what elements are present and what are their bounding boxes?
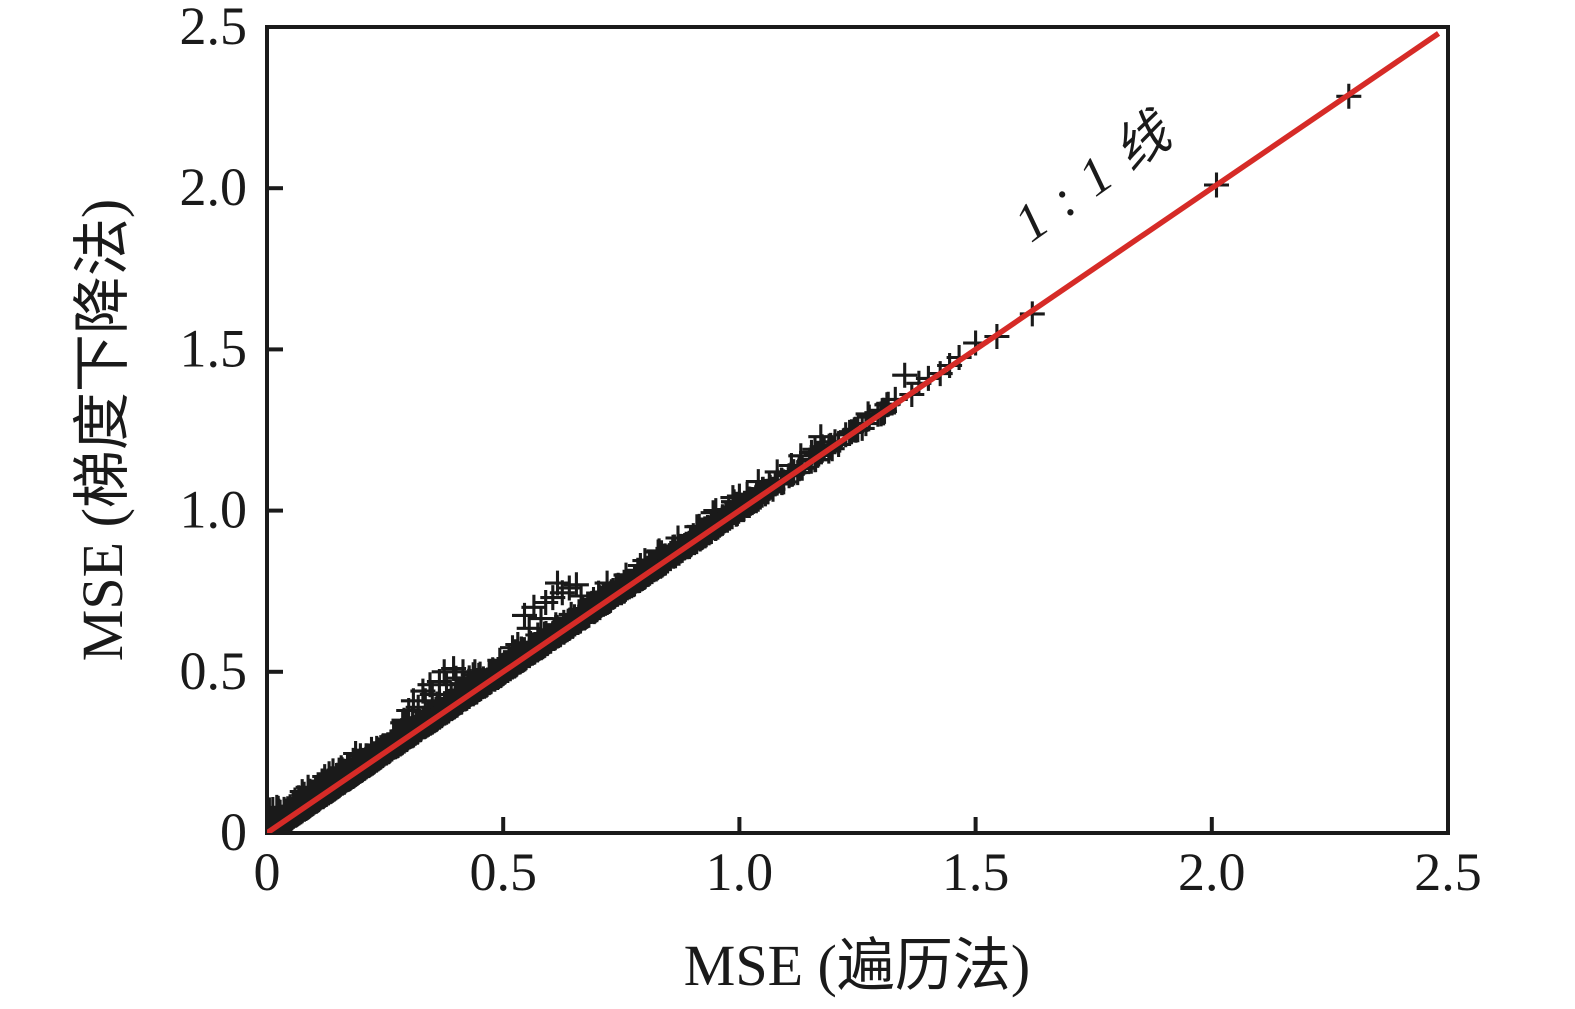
- x-tick-label: 0: [254, 842, 281, 902]
- x-tick-label: 1.5: [942, 842, 1010, 902]
- x-tick-label: 2.5: [1414, 842, 1482, 902]
- y-tick-label: 0: [220, 802, 247, 862]
- axis-ticks: 0 0.5 1.0 1.5 2.0 2.5 0 0.5 1.0 1.5 2.0 2.5: [180, 0, 1482, 902]
- x-tick-label: 2.0: [1178, 842, 1246, 902]
- y-tick-label: 1.0: [180, 480, 248, 540]
- x-tick-label: 1.0: [706, 842, 774, 902]
- x-axis-label: MSE (遍历法): [684, 933, 1030, 998]
- x-tick-label: 0.5: [469, 842, 537, 902]
- plot-border: [265, 25, 1450, 835]
- y-axis-label: MSE (梯度下降法): [70, 199, 135, 661]
- y-tick-label: 1.5: [180, 318, 248, 378]
- y-tick-label: 0.5: [180, 641, 248, 701]
- y-tick-label: 2.5: [180, 0, 248, 56]
- one-to-one-line-label: 1 : 1 线: [1004, 101, 1185, 253]
- y-tick-label: 2.0: [180, 157, 248, 217]
- one-to-one-line: [267, 31, 1441, 833]
